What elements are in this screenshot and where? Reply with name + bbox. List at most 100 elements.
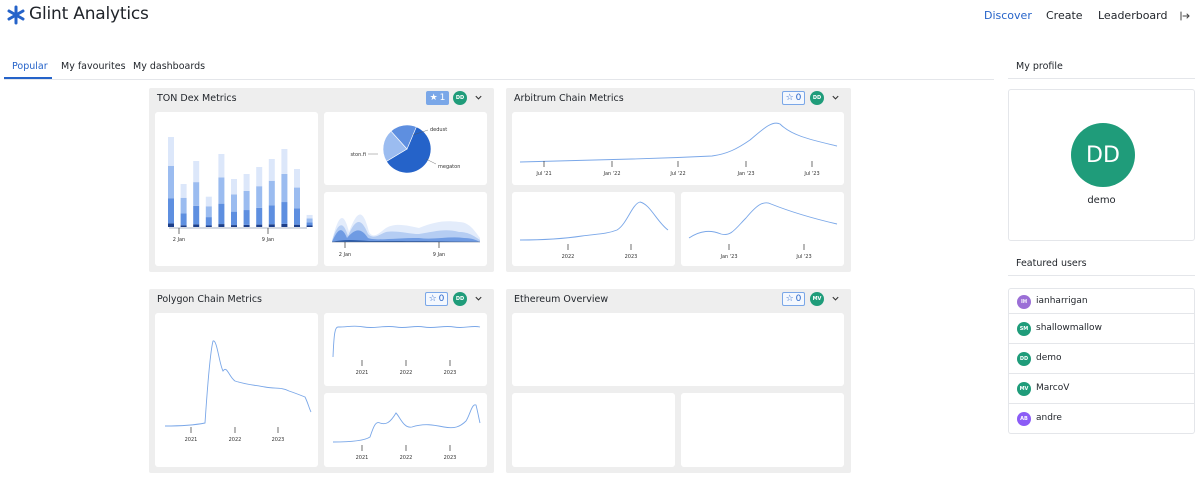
bar-segment bbox=[193, 224, 200, 227]
bar-segment bbox=[168, 165, 174, 199]
bar-segment bbox=[281, 173, 288, 203]
nav-leaderboard[interactable]: Leaderboard bbox=[1098, 9, 1168, 22]
bar-segment bbox=[256, 207, 263, 225]
pie-slice-ston-fi bbox=[386, 126, 432, 174]
user-name: ianharrigan bbox=[1036, 296, 1088, 306]
bar-segment bbox=[256, 224, 263, 227]
star-outline-icon: ☆ bbox=[785, 294, 794, 304]
featured-user-row[interactable]: DD demo bbox=[1008, 344, 1195, 374]
bar-segment bbox=[231, 179, 237, 195]
tab-popular[interactable]: Popular bbox=[12, 61, 48, 72]
tick-label: 2 Jan bbox=[173, 237, 185, 243]
pie-label: megaton bbox=[438, 164, 460, 170]
bar-segment bbox=[243, 210, 250, 225]
bar-segment bbox=[256, 186, 263, 208]
favourite-button[interactable]: ☆ 0 bbox=[782, 292, 805, 306]
bar-segment bbox=[243, 224, 250, 227]
favourite-button[interactable]: ☆ 0 bbox=[782, 91, 805, 105]
profile-card[interactable]: DD demo bbox=[1008, 89, 1195, 241]
my-profile-heading: My profile bbox=[1016, 61, 1063, 72]
tick-label: Jan '23 bbox=[736, 171, 754, 177]
bar-segment bbox=[294, 169, 300, 188]
star-count: 1 bbox=[439, 93, 446, 103]
featured-user-row[interactable]: AB andre bbox=[1008, 404, 1195, 434]
tick-label: Jul '21 bbox=[535, 171, 551, 177]
dashboard-card-arbitrum[interactable]: Arbitrum Chain Metrics ☆ 0 DD Jul '21 Jan… bbox=[506, 88, 851, 272]
dashboard-card-ethereum[interactable]: Ethereum Overview ☆ 0 MV bbox=[506, 289, 851, 473]
avatar: MV bbox=[1017, 382, 1031, 396]
bar-segment bbox=[281, 202, 288, 224]
stacked-bar-chart: 2 Jan 9 Jan bbox=[168, 137, 313, 243]
pie-slice-megaton bbox=[390, 124, 417, 150]
divider bbox=[1008, 78, 1195, 79]
tick-label: 2022 bbox=[562, 254, 575, 260]
tick-label: Jan '22 bbox=[602, 171, 620, 177]
featured-user-row[interactable]: SM shallowmallow bbox=[1008, 314, 1195, 344]
bar-segment bbox=[306, 214, 313, 219]
chart-panel-area: 2 Jan 9 Jan bbox=[324, 192, 487, 266]
owner-avatar[interactable]: DD bbox=[453, 91, 467, 105]
nav-discover[interactable]: Discover bbox=[984, 9, 1032, 22]
line-chart: Jul '21 Jan '22 Jul '22 Jan '23 Jul '23 bbox=[519, 122, 838, 177]
chart-panel-line: Jul '21 Jan '22 Jul '22 Jan '23 Jul '23 bbox=[512, 112, 844, 185]
chevron-down-icon[interactable] bbox=[831, 294, 840, 303]
dashboard-card-ton-dex[interactable]: TON Dex Metrics ★ 1 DD 2 Jan 9 Jan dedust… bbox=[149, 88, 494, 272]
avatar: SM bbox=[1017, 322, 1031, 336]
line-chart: 2022 2023 bbox=[519, 201, 669, 260]
bar-segment bbox=[256, 167, 263, 187]
bar-segment bbox=[306, 218, 313, 223]
bar-segment bbox=[306, 222, 313, 226]
logout-icon[interactable] bbox=[1178, 9, 1192, 23]
bar-segment bbox=[243, 190, 250, 211]
owner-avatar[interactable]: DD bbox=[810, 91, 824, 105]
chart-panel-line: Jan '23 Jul '23 bbox=[681, 192, 844, 266]
avatar: DD bbox=[1017, 352, 1031, 366]
bar-segment bbox=[205, 206, 212, 218]
featured-user-row[interactable]: MV MarcoV bbox=[1008, 374, 1195, 404]
bar-segment bbox=[180, 225, 187, 227]
star-count: 0 bbox=[438, 294, 445, 304]
avatar: IH bbox=[1017, 295, 1031, 309]
user-name: shallowmallow bbox=[1036, 323, 1102, 333]
chart-panel-empty bbox=[512, 393, 675, 467]
profile-avatar[interactable]: DD bbox=[1071, 123, 1135, 187]
tick-label: 2023 bbox=[272, 437, 285, 443]
card-title: TON Dex Metrics bbox=[157, 93, 237, 104]
tick-label: 2023 bbox=[444, 455, 457, 461]
bar-segment bbox=[205, 217, 212, 226]
bar-segment bbox=[180, 184, 187, 198]
tick-label: 2022 bbox=[400, 455, 413, 461]
owner-avatar[interactable]: MV bbox=[810, 292, 824, 306]
pie-chart: dedust ston.fi megaton bbox=[350, 124, 460, 174]
bar-segment bbox=[268, 159, 275, 181]
tab-active-indicator bbox=[4, 77, 52, 79]
tick-label: 2 Jan bbox=[339, 252, 351, 258]
bar-segment bbox=[218, 177, 225, 204]
card-title: Arbitrum Chain Metrics bbox=[514, 93, 624, 104]
star-outline-icon: ☆ bbox=[785, 93, 794, 103]
tab-my-favourites[interactable]: My favourites bbox=[61, 61, 126, 72]
star-count: 0 bbox=[795, 294, 802, 304]
favourite-button[interactable]: ★ 1 bbox=[426, 91, 449, 105]
bar-segment bbox=[218, 154, 225, 178]
owner-avatar[interactable]: DD bbox=[453, 292, 467, 306]
star-count: 0 bbox=[795, 93, 802, 103]
bar-segment bbox=[268, 180, 275, 206]
chart-panel-empty bbox=[681, 393, 844, 467]
favourite-button[interactable]: ☆ 0 bbox=[425, 292, 448, 306]
dashboard-card-polygon[interactable]: Polygon Chain Metrics ☆ 0 DD 2021 2022 20… bbox=[149, 289, 494, 473]
tick-label: 2021 bbox=[185, 437, 198, 443]
chart-panel-pie: dedust ston.fi megaton bbox=[324, 112, 487, 185]
chevron-down-icon[interactable] bbox=[831, 93, 840, 102]
pie-slice-dedust bbox=[382, 130, 408, 162]
tab-my-dashboards[interactable]: My dashboards bbox=[133, 61, 206, 72]
nav-create[interactable]: Create bbox=[1046, 9, 1083, 22]
tick-label: 2021 bbox=[356, 370, 369, 376]
bar-segment bbox=[231, 225, 237, 227]
featured-user-row[interactable]: IH ianharrigan bbox=[1008, 288, 1195, 314]
divider bbox=[1008, 275, 1195, 276]
chevron-down-icon[interactable] bbox=[474, 93, 483, 102]
chevron-down-icon[interactable] bbox=[474, 294, 483, 303]
bar-segment bbox=[218, 224, 225, 227]
star-icon: ★ bbox=[429, 93, 438, 103]
